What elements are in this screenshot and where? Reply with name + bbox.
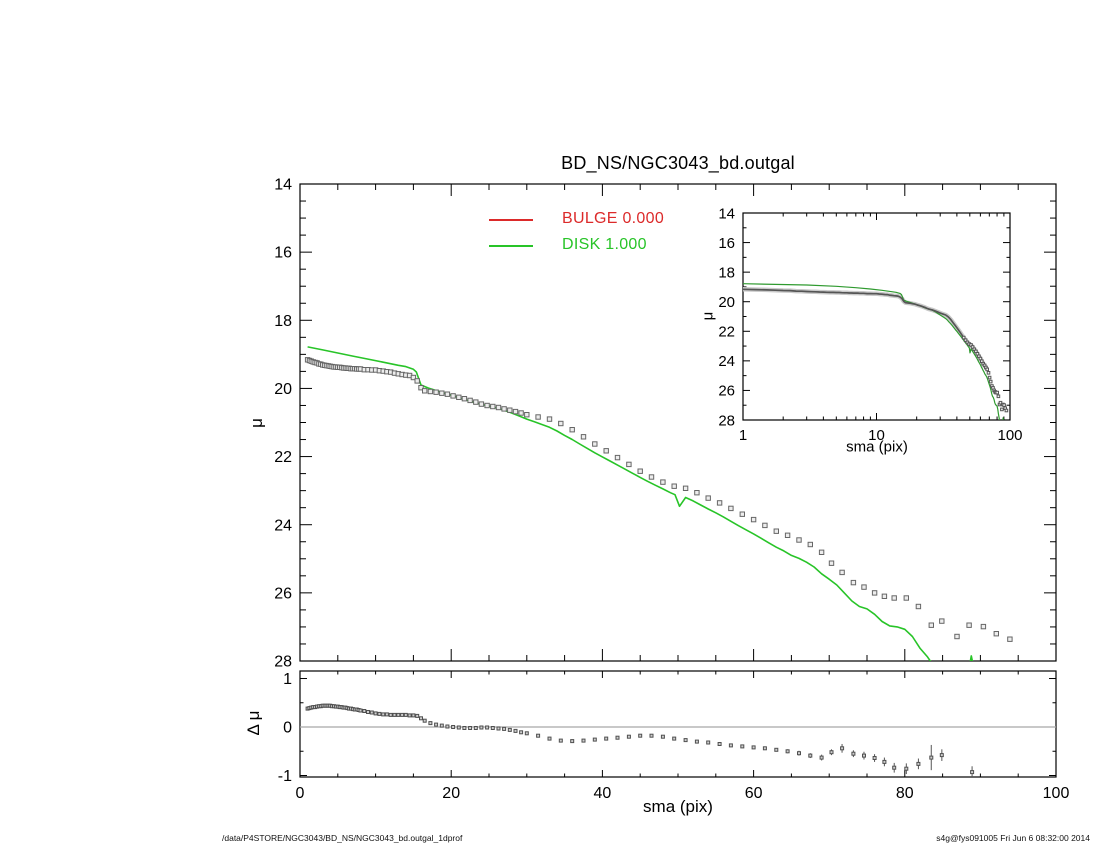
svg-text:20: 20: [274, 381, 292, 398]
inset-x-axis-label: sma (pix): [846, 438, 908, 456]
svg-text:26: 26: [718, 383, 735, 400]
x-axis-label: sma (pix): [643, 797, 713, 816]
svg-text:16: 16: [718, 235, 735, 252]
svg-text:24: 24: [274, 517, 292, 534]
svg-text:22: 22: [274, 449, 292, 466]
svg-text:80: 80: [896, 785, 914, 802]
svg-text:26: 26: [274, 585, 292, 602]
plot-title: BD_NS/NGC3043_bd.outgal: [561, 153, 795, 173]
svg-text:14: 14: [274, 177, 292, 194]
svg-text:1: 1: [739, 427, 747, 444]
svg-text:-1: -1: [278, 768, 292, 785]
footer-user-timestamp: s4g@fys091005 Fri Jun 6 08:32:00 2014: [936, 833, 1090, 843]
svg-text:0: 0: [296, 785, 305, 802]
svg-text:18: 18: [274, 313, 292, 330]
main-y-axis-label: μ: [247, 418, 266, 428]
bulge-legend-label: BULGE 0.000: [562, 210, 665, 227]
bulge-legend-line-swatch: [489, 219, 533, 221]
svg-text:24: 24: [718, 353, 735, 370]
inset-y-axis-label: μ: [699, 311, 717, 321]
svg-text:1: 1: [283, 671, 292, 688]
svg-text:28: 28: [274, 654, 292, 671]
svg-text:100: 100: [997, 427, 1022, 444]
svg-text:14: 14: [718, 205, 735, 222]
svg-text:28: 28: [718, 412, 735, 429]
svg-text:10: 10: [868, 427, 885, 444]
svg-text:16: 16: [274, 245, 292, 262]
svg-text:18: 18: [718, 264, 735, 281]
svg-text:22: 22: [718, 324, 735, 341]
svg-text:20: 20: [442, 785, 460, 802]
footer-file-path: /data/P4STORE/NGC3043/BD_NS/NGC3043_bd.o…: [222, 833, 463, 843]
svg-text:100: 100: [1043, 785, 1070, 802]
svg-text:60: 60: [745, 785, 763, 802]
residual-y-axis-label: Δ μ: [244, 710, 263, 736]
svg-text:0: 0: [283, 720, 292, 737]
disk-legend-label: DISK 1.000: [562, 236, 647, 253]
disk-legend-line-swatch: [489, 245, 533, 247]
svg-text:20: 20: [718, 294, 735, 311]
svg-text:40: 40: [594, 785, 612, 802]
